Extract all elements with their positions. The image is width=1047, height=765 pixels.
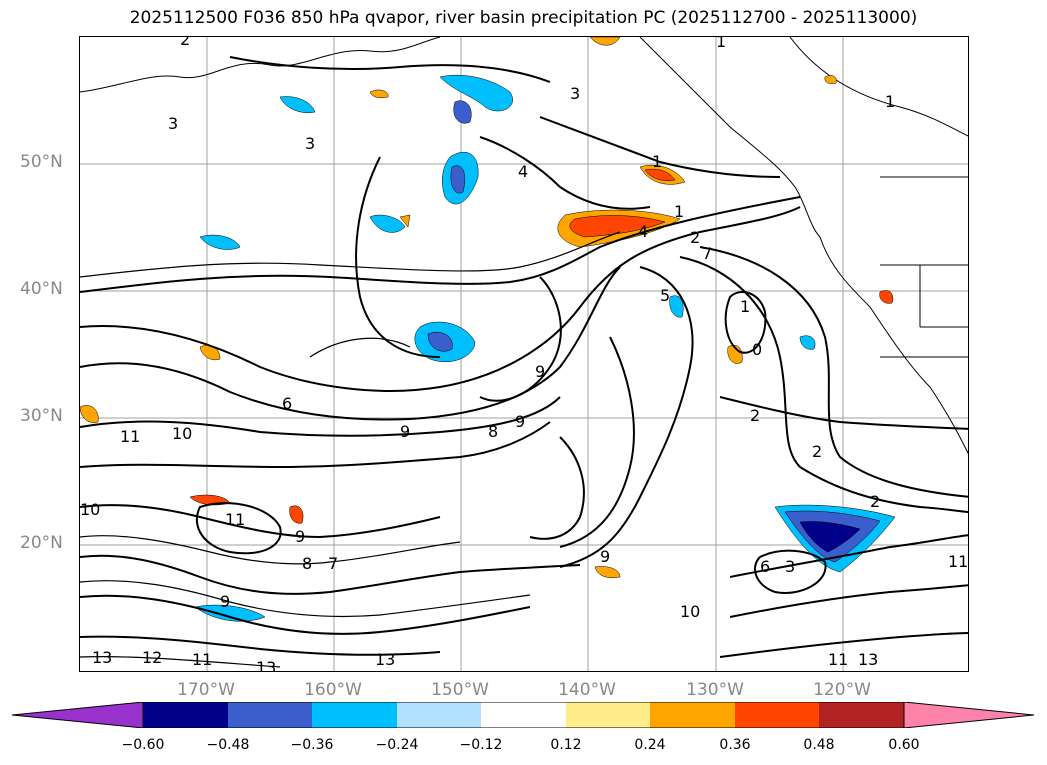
contour-label: 6 [282, 394, 292, 413]
contour-label: 0 [752, 340, 762, 359]
colorbar-segment [312, 702, 397, 728]
colorbar-tick-label: 0.48 [803, 737, 835, 753]
colorbar-tick-label: 0.12 [550, 737, 582, 753]
contour-label: 9 [220, 592, 230, 611]
contour-label: 11 [225, 510, 245, 529]
contour-label: 3 [168, 114, 178, 133]
colorbar-segment [228, 702, 312, 728]
contour-label: 9 [295, 527, 305, 546]
contour-label: 3 [570, 84, 580, 103]
lat-tick-label: 20°N [20, 533, 63, 553]
contour-label: 10 [172, 424, 192, 443]
contour-labels: 2 3 3 3 4 1 1 1 1 4 2 7 1 0 2 2 2 9 6 9 … [80, 37, 968, 672]
map-panel: 2 3 3 3 4 1 1 1 1 4 2 7 1 0 2 2 2 9 6 9 … [79, 36, 969, 672]
contour-label: 3 [305, 134, 315, 153]
contour-label: 13 [92, 648, 112, 667]
contour-label: 1 [740, 297, 750, 316]
colorbar-extend-max [903, 702, 1035, 728]
colorbar-segment [481, 702, 566, 728]
lat-tick-label: 50°N [20, 152, 63, 172]
map-title: 2025112500 F036 850 hPa qvapor, river ba… [129, 8, 918, 28]
colorbar-tick-label: −0.12 [459, 737, 503, 753]
contour-label: 1 [674, 202, 684, 221]
colorbar-segment [566, 702, 650, 728]
contour-label: 8 [302, 554, 312, 573]
colorbar-segment [735, 702, 819, 728]
contour-label: 13 [858, 650, 878, 669]
colorbar-tick-label: −0.24 [375, 737, 419, 753]
contour-label: 2 [870, 492, 880, 511]
lon-tick-label: 130°W [686, 680, 744, 700]
contour-label: 1 [652, 152, 662, 171]
contour-label: 9 [400, 422, 410, 441]
contour-label: 11 [828, 650, 848, 669]
qvapor-contours [80, 56, 968, 658]
contour-label: 2 [750, 406, 760, 425]
colorbar-segment [143, 702, 228, 728]
colorbar-tick-label: −0.48 [206, 737, 250, 753]
contour-label: 4 [518, 162, 528, 181]
contour-label: 1 [716, 37, 726, 51]
contour-label: 2 [180, 37, 190, 49]
colorbar-segment [397, 702, 481, 728]
contour-label: 13 [375, 650, 395, 669]
contour-label: 7 [328, 554, 338, 573]
fine-contours [80, 231, 621, 668]
contour-label: 9 [535, 362, 545, 381]
contour-label: 8 [488, 422, 498, 441]
contour-label: 5 [660, 286, 670, 305]
lon-tick-label: 160°W [304, 680, 362, 700]
precip-shading [80, 37, 896, 622]
contour-label: 11 [192, 650, 212, 669]
lat-tick-label: 40°N [20, 279, 63, 299]
contour-label: 10 [80, 500, 100, 519]
contour-label: 9 [515, 412, 525, 431]
lat-tick-label: 30°N [20, 406, 63, 426]
lon-tick-label: 140°W [558, 680, 616, 700]
colorbar [12, 702, 1035, 728]
coastlines [80, 37, 968, 455]
contour-label: 7 [702, 244, 712, 263]
contour-label: 6 [760, 557, 770, 576]
colorbar-segment [650, 702, 735, 728]
contour-label: 3 [785, 557, 795, 576]
colorbar-tick-label: 0.36 [719, 737, 751, 753]
contour-label: 13 [256, 658, 276, 672]
contour-label: 12 [142, 648, 162, 667]
colorbar-segment [819, 702, 904, 728]
contour-label: 11 [948, 552, 968, 571]
contour-label: 2 [690, 228, 700, 247]
colorbar-extend-min [12, 702, 144, 728]
contour-label: 9 [600, 547, 610, 566]
contour-label: 4 [638, 222, 648, 241]
lon-tick-label: 150°W [431, 680, 489, 700]
colorbar-tick-label: −0.60 [121, 737, 165, 753]
lon-tick-label: 170°W [177, 680, 235, 700]
lon-tick-label: 120°W [813, 680, 871, 700]
contour-label: 2 [812, 442, 822, 461]
contour-label: 1 [885, 92, 895, 111]
contour-label: 11 [120, 427, 140, 446]
colorbar-tick-label: −0.36 [290, 737, 334, 753]
contour-label: 10 [680, 602, 700, 621]
colorbar-tick-label: 0.24 [634, 737, 666, 753]
map-plot: 2 3 3 3 4 1 1 1 1 4 2 7 1 0 2 2 2 9 6 9 … [80, 37, 968, 672]
colorbar-tick-label: 0.60 [888, 737, 920, 753]
